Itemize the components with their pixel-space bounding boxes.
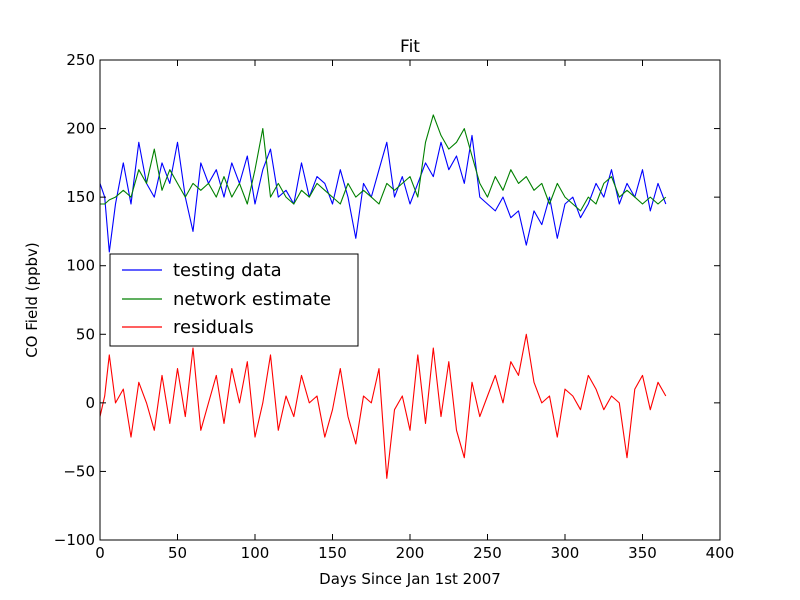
y-tick-label: −100 — [54, 531, 95, 549]
legend-label-network-estimate: network estimate — [173, 289, 331, 310]
x-tick-label: 0 — [95, 544, 105, 562]
legend: testing data network estimate residuals — [109, 253, 359, 347]
y-tick-label: 200 — [66, 120, 95, 138]
x-tick-label: 100 — [241, 544, 270, 562]
y-tick-label: 250 — [66, 51, 95, 69]
series-line-residuals — [99, 333, 667, 479]
series-line-testing-data — [99, 134, 667, 253]
x-tick-label: 300 — [551, 544, 580, 562]
x-tick-label: 150 — [318, 544, 347, 562]
legend-label-residuals: residuals — [173, 317, 254, 338]
series-line-network-estimate — [100, 114, 667, 212]
chart-title: Fit — [400, 37, 420, 57]
legend-label-testing-data: testing data — [173, 260, 282, 281]
x-axis-label: Days Since Jan 1st 2007 — [319, 570, 501, 588]
x-tick-label: 250 — [473, 544, 502, 562]
x-axis: 0 50 100 150 200 250 300 350 400 — [95, 60, 734, 562]
y-tick-label: 150 — [66, 188, 95, 206]
x-tick-label: 350 — [628, 544, 657, 562]
x-tick-label: 200 — [396, 544, 425, 562]
y-axis-label: CO Field (ppbv) — [23, 242, 41, 358]
y-tick-label: 50 — [76, 325, 95, 343]
y-axis: −100 −50 0 50 100 150 200 250 — [54, 51, 720, 549]
y-tick-label: 0 — [85, 394, 95, 412]
x-tick-label: 50 — [168, 544, 187, 562]
y-tick-label: 100 — [66, 257, 95, 275]
y-tick-label: −50 — [63, 462, 95, 480]
series-layer — [99, 114, 667, 479]
x-tick-label: 400 — [706, 544, 735, 562]
legend-frame — [109, 253, 359, 347]
